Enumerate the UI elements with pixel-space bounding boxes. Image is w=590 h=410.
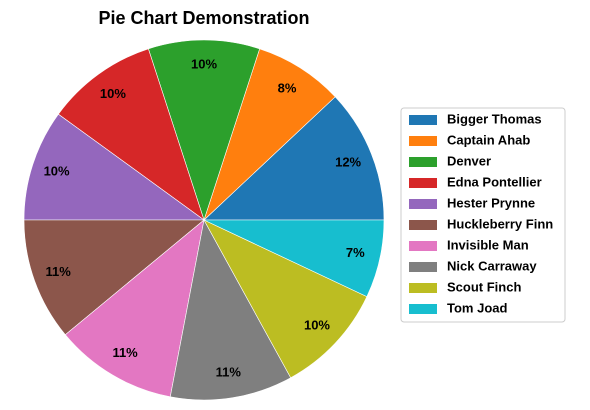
legend-items: Bigger Thomas Captain Ahab Denver Edna Pont… [409,111,553,315]
pie-slice-nick-carraway [169,219,292,401]
pie-slice-bigger-thomas [203,96,385,221]
legend: Bigger Thomas Captain Ahab Denver Edna Pont… [400,107,566,323]
legend-swatch [409,304,437,314]
chart-title: Pie Chart Demonstration [98,8,309,28]
pie-slice-label: 11% [46,264,72,279]
legend-swatch [409,115,437,125]
legend-label: Scout Finch [447,279,521,294]
pie-slice-huckleberry-finn [23,219,205,336]
pie-slice-label: 7% [346,245,365,260]
pie-slice-scout-finch [203,219,368,379]
legend-label: Invisible Man [447,237,529,252]
pie-slice-label: 8% [278,81,297,96]
pie-slice-denver [147,39,261,221]
legend-label: Edna Pontellier [447,174,542,189]
legend-swatch [409,178,437,188]
pie-slice-invisible-man [64,219,205,398]
legend-label: Bigger Thomas [447,111,542,126]
pie-slice-label: 10% [44,164,70,179]
pie-slice-label: 12% [335,154,361,169]
legend-swatch [409,283,437,293]
pie-slice-label: 10% [100,86,126,101]
pie-slice-label: 10% [191,56,217,71]
pie-slice-tom-joad [203,219,385,298]
legend-label: Nick Carraway [447,258,537,273]
legend-swatch [409,136,437,146]
legend-swatch [409,241,437,251]
legend-swatch [409,262,437,272]
legend-frame [400,107,566,323]
legend-label: Tom Joad [447,300,507,315]
pie-slice-captain-ahab [203,48,336,221]
pie-slice-edna-pontellier [57,48,205,221]
legend-swatch [409,157,437,167]
legend-label: Captain Ahab [447,132,530,147]
pie-slice-label: 11% [216,365,242,380]
legend-label: Hester Prynne [447,195,535,210]
pie-slice-label: 11% [112,345,138,360]
pie-slice-hester-prynne [23,113,205,221]
legend-label: Huckleberry Finn [447,216,553,231]
pie-slices [23,39,385,401]
pie-slice-labels: 12% 8% 10% 10% 10% 11% 11% 11% 10% 7% [44,56,366,379]
legend-label: Denver [447,153,491,168]
legend-swatch [409,220,437,230]
legend-swatch [409,199,437,209]
pie-slice-label: 10% [304,318,330,333]
